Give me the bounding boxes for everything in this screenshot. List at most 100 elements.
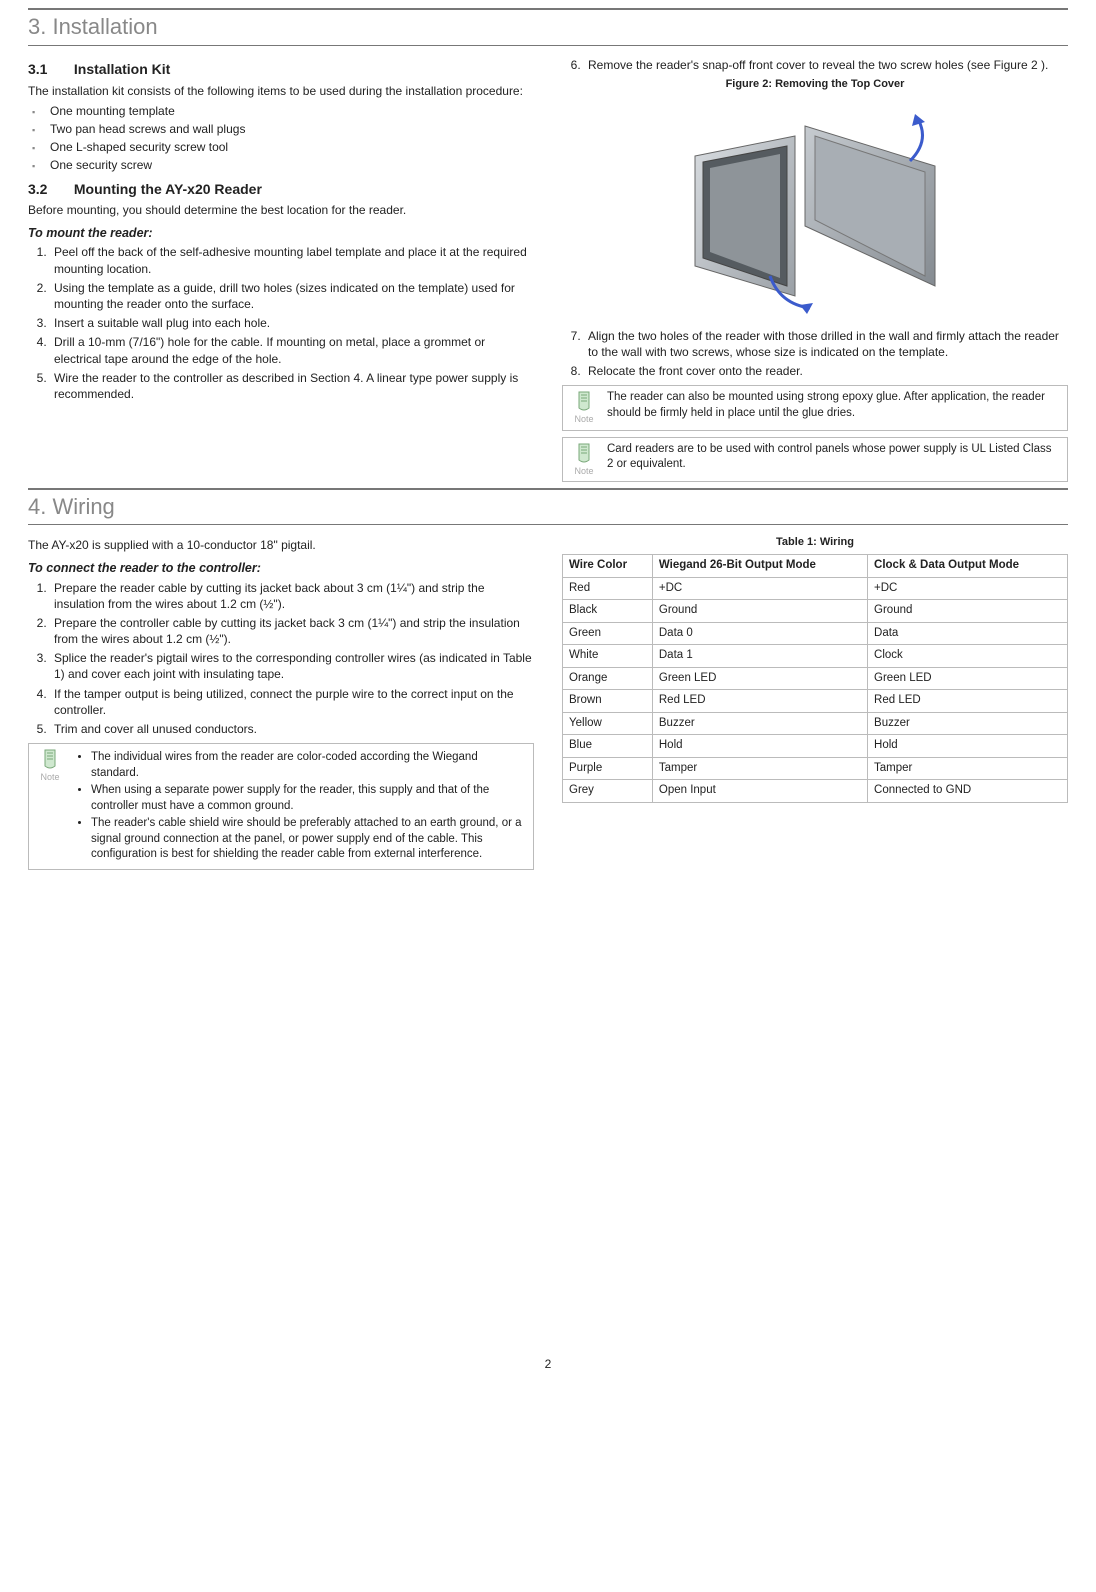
table-row: PurpleTamperTamper [563, 757, 1068, 780]
wiring-step: Splice the reader's pigtail wires to the… [50, 650, 534, 682]
table-cell: Tamper [652, 757, 867, 780]
table-cell: +DC [652, 577, 867, 600]
table-cell: Data 1 [652, 645, 867, 668]
heading-3-1: 3.1 Installation Kit [28, 60, 534, 79]
kit-item-list: One mounting template Two pan head screw… [28, 103, 534, 174]
table-cell: Data [868, 622, 1068, 645]
table-row: WhiteData 1Clock [563, 645, 1068, 668]
mount-steps-7-8: Align the two holes of the reader with t… [562, 328, 1068, 380]
heading-3-2-title: Mounting the AY-x20 Reader [74, 181, 262, 197]
kit-item: One mounting template [32, 103, 534, 119]
subhead-to-mount: To mount the reader: [28, 225, 534, 242]
note-label: Note [574, 465, 593, 477]
table-cell: Green LED [868, 667, 1068, 690]
table-cell: Green [563, 622, 653, 645]
mount-step: Drill a 10-mm (7/16") hole for the cable… [50, 334, 534, 366]
table-cell: Yellow [563, 712, 653, 735]
section-4-right-col: Table 1: Wiring Wire Color Wiegand 26-Bi… [562, 533, 1068, 875]
table-header: Clock & Data Output Mode [868, 555, 1068, 578]
para-4-intro: The AY-x20 is supplied with a 10-conduct… [28, 537, 534, 553]
table-cell: Hold [868, 735, 1068, 758]
heading-3-1-title: Installation Kit [74, 61, 170, 77]
table-header: Wire Color [563, 555, 653, 578]
table-cell: Tamper [868, 757, 1068, 780]
table-cell: Red [563, 577, 653, 600]
table-cell: Buzzer [868, 712, 1068, 735]
table-row: Red+DC+DC [563, 577, 1068, 600]
table-cell: Purple [563, 757, 653, 780]
reader-illustration-icon [665, 96, 965, 316]
note-label: Note [574, 413, 593, 425]
note-epoxy: Note The reader can also be mounted usin… [562, 385, 1068, 430]
note-wiring: Note The individual wires from the reade… [28, 743, 534, 870]
note-icon: Note [569, 390, 599, 425]
figure-2-caption: Figure 2: Removing the Top Cover [562, 77, 1068, 92]
heading-3-1-num: 3.1 [28, 60, 70, 79]
table-cell: Orange [563, 667, 653, 690]
mount-step: Remove the reader's snap-off front cover… [584, 57, 1068, 73]
wiring-steps: Prepare the reader cable by cutting its … [28, 580, 534, 738]
table-cell: Hold [652, 735, 867, 758]
table-cell: Open Input [652, 780, 867, 803]
table-cell: Connected to GND [868, 780, 1068, 803]
table-cell: Buzzer [652, 712, 867, 735]
mount-step: Using the template as a guide, drill two… [50, 280, 534, 312]
kit-item: One L-shaped security screw tool [32, 139, 534, 155]
note-bullet: The reader's cable shield wire should be… [91, 816, 527, 863]
table-header: Wiegand 26-Bit Output Mode [652, 555, 867, 578]
table-cell: Ground [652, 600, 867, 623]
mount-step: Insert a suitable wall plug into each ho… [50, 315, 534, 331]
section-4-header: 4. Wiring [28, 488, 1068, 526]
table-cell: Grey [563, 780, 653, 803]
wiring-step: If the tamper output is being utilized, … [50, 686, 534, 718]
table-row: OrangeGreen LEDGreen LED [563, 667, 1068, 690]
table-row: BlueHoldHold [563, 735, 1068, 758]
mount-steps-6: Remove the reader's snap-off front cover… [562, 57, 1068, 73]
table-cell: Red LED [652, 690, 867, 713]
mount-step: Relocate the front cover onto the reader… [584, 363, 1068, 379]
table-cell: Data 0 [652, 622, 867, 645]
section-3-right-col: Remove the reader's snap-off front cover… [562, 54, 1068, 488]
table-row: GreyOpen InputConnected to GND [563, 780, 1068, 803]
mount-step: Wire the reader to the controller as des… [50, 370, 534, 402]
wiring-step: Trim and cover all unused conductors. [50, 721, 534, 737]
table-cell: Ground [868, 600, 1068, 623]
table-row: BrownRed LEDRed LED [563, 690, 1068, 713]
mount-steps-1-5: Peel off the back of the self-adhesive m… [28, 244, 534, 402]
subhead-connect: To connect the reader to the controller: [28, 560, 534, 577]
section-4-left-col: The AY-x20 is supplied with a 10-conduct… [28, 533, 534, 875]
kit-item: Two pan head screws and wall plugs [32, 121, 534, 137]
para-3-1-intro: The installation kit consists of the fol… [28, 83, 534, 99]
table-cell: Black [563, 600, 653, 623]
table-cell: White [563, 645, 653, 668]
section-3-body: 3.1 Installation Kit The installation ki… [28, 54, 1068, 488]
heading-3-2: 3.2 Mounting the AY-x20 Reader [28, 180, 534, 199]
section-3-header: 3. Installation [28, 8, 1068, 46]
note-wiring-body: The individual wires from the reader are… [73, 748, 527, 865]
heading-3-2-num: 3.2 [28, 180, 70, 199]
page-number: 2 [28, 1356, 1068, 1372]
wiring-table: Wire Color Wiegand 26-Bit Output Mode Cl… [562, 554, 1068, 803]
table-cell: Brown [563, 690, 653, 713]
table-cell: +DC [868, 577, 1068, 600]
wiring-step: Prepare the controller cable by cutting … [50, 615, 534, 647]
note-epoxy-text: The reader can also be mounted using str… [607, 390, 1061, 421]
wiring-step: Prepare the reader cable by cutting its … [50, 580, 534, 612]
section-4-body: The AY-x20 is supplied with a 10-conduct… [28, 533, 1068, 875]
table-cell: Blue [563, 735, 653, 758]
table-row: YellowBuzzerBuzzer [563, 712, 1068, 735]
section-3-left-col: 3.1 Installation Kit The installation ki… [28, 54, 534, 488]
kit-item: One security screw [32, 157, 534, 173]
note-bullet: When using a separate power supply for t… [91, 783, 527, 814]
note-ul-text: Card readers are to be used with control… [607, 442, 1061, 473]
figure-2 [562, 96, 1068, 320]
mount-step: Peel off the back of the self-adhesive m… [50, 244, 534, 276]
table-cell: Green LED [652, 667, 867, 690]
note-ul-listed: Note Card readers are to be used with co… [562, 437, 1068, 482]
table-header-row: Wire Color Wiegand 26-Bit Output Mode Cl… [563, 555, 1068, 578]
table-cell: Clock [868, 645, 1068, 668]
note-icon: Note [569, 442, 599, 477]
table-row: GreenData 0Data [563, 622, 1068, 645]
table-row: BlackGroundGround [563, 600, 1068, 623]
mount-step: Align the two holes of the reader with t… [584, 328, 1068, 360]
